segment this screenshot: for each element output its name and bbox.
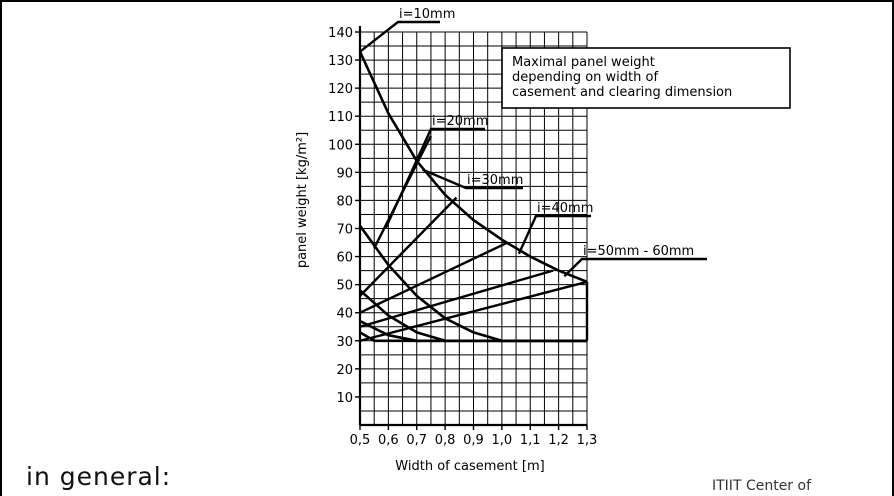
series-leader-line — [359, 20, 440, 53]
legend-line-1: Maximal panel weight — [512, 55, 655, 70]
x-tick-label: 0,8 — [435, 433, 456, 448]
series-labels: i=10mm i=20mm i=30mm i=40mm i=50mm - 60mm — [359, 7, 707, 278]
x-tick-label: 1,3 — [577, 433, 598, 448]
y-tick-label: 120 — [328, 82, 353, 97]
series-label: i=50mm - 60mm — [583, 244, 694, 259]
legend-line-2: depending on width of — [512, 70, 658, 85]
series-label: i=20mm — [432, 114, 488, 129]
series-leader-line — [421, 168, 523, 190]
series-label: i=40mm — [537, 201, 593, 216]
axes: 10 20 30 40 50 60 70 80 90 100 110 120 130 140 0,5 0,6 0… — [328, 26, 597, 448]
x-tick-label: 0,9 — [463, 433, 484, 448]
footer-text: ITIIT Center of — [712, 478, 812, 494]
series-leader-line — [563, 257, 707, 278]
y-tick-label: 100 — [328, 138, 353, 153]
y-tick-label: 20 — [336, 363, 353, 378]
series-label: i=10mm — [399, 7, 455, 22]
series-curve — [359, 331, 587, 343]
legend-line-3: casement and clearing dimension — [512, 85, 732, 100]
y-tick-label: 130 — [328, 54, 353, 69]
x-tick-label: 1,2 — [548, 433, 569, 448]
y-tick-label: 80 — [336, 194, 353, 209]
y-tick-label: 60 — [336, 251, 353, 266]
x-tick-label: 1,1 — [520, 433, 541, 448]
x-tick-label: 1,0 — [492, 433, 513, 448]
y-tick-label: 40 — [336, 307, 353, 322]
y-axis-label: panel weight [kg/m²] — [295, 132, 310, 268]
limit-line — [359, 280, 588, 342]
y-tick-label: 70 — [336, 223, 353, 238]
limit-line — [359, 241, 509, 314]
x-tick-label: 0,7 — [406, 433, 427, 448]
x-tick-label: 0,6 — [378, 433, 399, 448]
series-leader-line — [384, 127, 485, 229]
x-axis-label: Width of casement [m] — [395, 459, 544, 474]
y-tick-label: 50 — [336, 279, 353, 294]
y-tick-label: 90 — [336, 166, 353, 181]
y-tick-label: 140 — [328, 26, 353, 41]
limit-line — [359, 196, 458, 297]
series-curve — [358, 51, 588, 284]
y-tick-label: 30 — [336, 335, 353, 350]
series-label: i=30mm — [467, 173, 523, 188]
y-tick-label: 110 — [328, 110, 353, 125]
x-tick-label: 0,5 — [350, 433, 371, 448]
caption-text: in general: — [26, 462, 172, 491]
y-tick-label: 10 — [336, 391, 353, 406]
series-leader-line — [517, 214, 591, 255]
legend-box-border — [501, 47, 791, 109]
legend-box: Maximal panel weight depending on width … — [501, 47, 791, 109]
series-lines — [358, 51, 589, 343]
